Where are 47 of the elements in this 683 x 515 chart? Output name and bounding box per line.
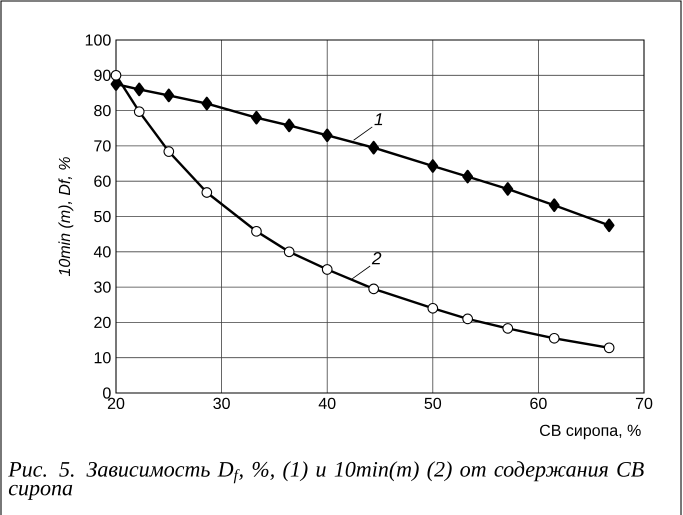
point <box>462 314 473 324</box>
y-axis-title: 10min (m), Df, % <box>58 157 74 276</box>
point <box>322 264 333 275</box>
point <box>502 323 514 334</box>
point <box>134 106 145 117</box>
x-tick-label: 30 <box>213 398 230 410</box>
point <box>163 146 174 157</box>
point <box>201 96 212 110</box>
point <box>548 332 560 344</box>
y-tick-label: 30 <box>94 281 111 293</box>
point <box>284 118 295 132</box>
point <box>322 128 333 142</box>
point <box>251 110 262 124</box>
y-tick-label: 50 <box>94 210 111 222</box>
point <box>284 246 295 258</box>
x-tick-label: 20 <box>108 398 124 410</box>
y-tick-label: 10 <box>94 352 111 364</box>
x-axis-title: СВ сиропа, % <box>540 424 641 440</box>
y-tick-label: 20 <box>94 316 111 328</box>
point <box>251 226 262 237</box>
y-tick-label: 90 <box>94 70 111 81</box>
x-tick-label: 50 <box>424 398 442 410</box>
y-tick-label: 80 <box>94 104 111 116</box>
point <box>163 88 174 102</box>
x-tick-label: 60 <box>530 398 547 410</box>
annotation: 1 <box>374 113 382 126</box>
point <box>462 170 474 184</box>
annotation: 2 <box>372 252 382 264</box>
y-tick-label: 60 <box>94 176 111 187</box>
point <box>427 302 438 314</box>
point <box>134 82 145 96</box>
point <box>548 198 560 212</box>
point <box>604 342 614 354</box>
y-tick-label: 40 <box>94 246 111 258</box>
point <box>110 70 122 81</box>
point <box>201 187 212 198</box>
text: Рис. 5. Зависимость D$_{f}$, %, (1) и 10min(m) (2) от содержания СВ сиропа <box>8 461 644 500</box>
point <box>502 182 514 196</box>
point <box>427 159 438 173</box>
y-tick-label: 100 <box>86 34 111 46</box>
y-tick-label: 0 <box>103 387 111 399</box>
point <box>604 218 615 232</box>
x-tick-label: 40 <box>318 398 336 410</box>
point <box>368 284 379 294</box>
x-tick-label: 70 <box>636 398 652 410</box>
y-tick-label: 70 <box>94 140 111 152</box>
point <box>368 140 380 154</box>
